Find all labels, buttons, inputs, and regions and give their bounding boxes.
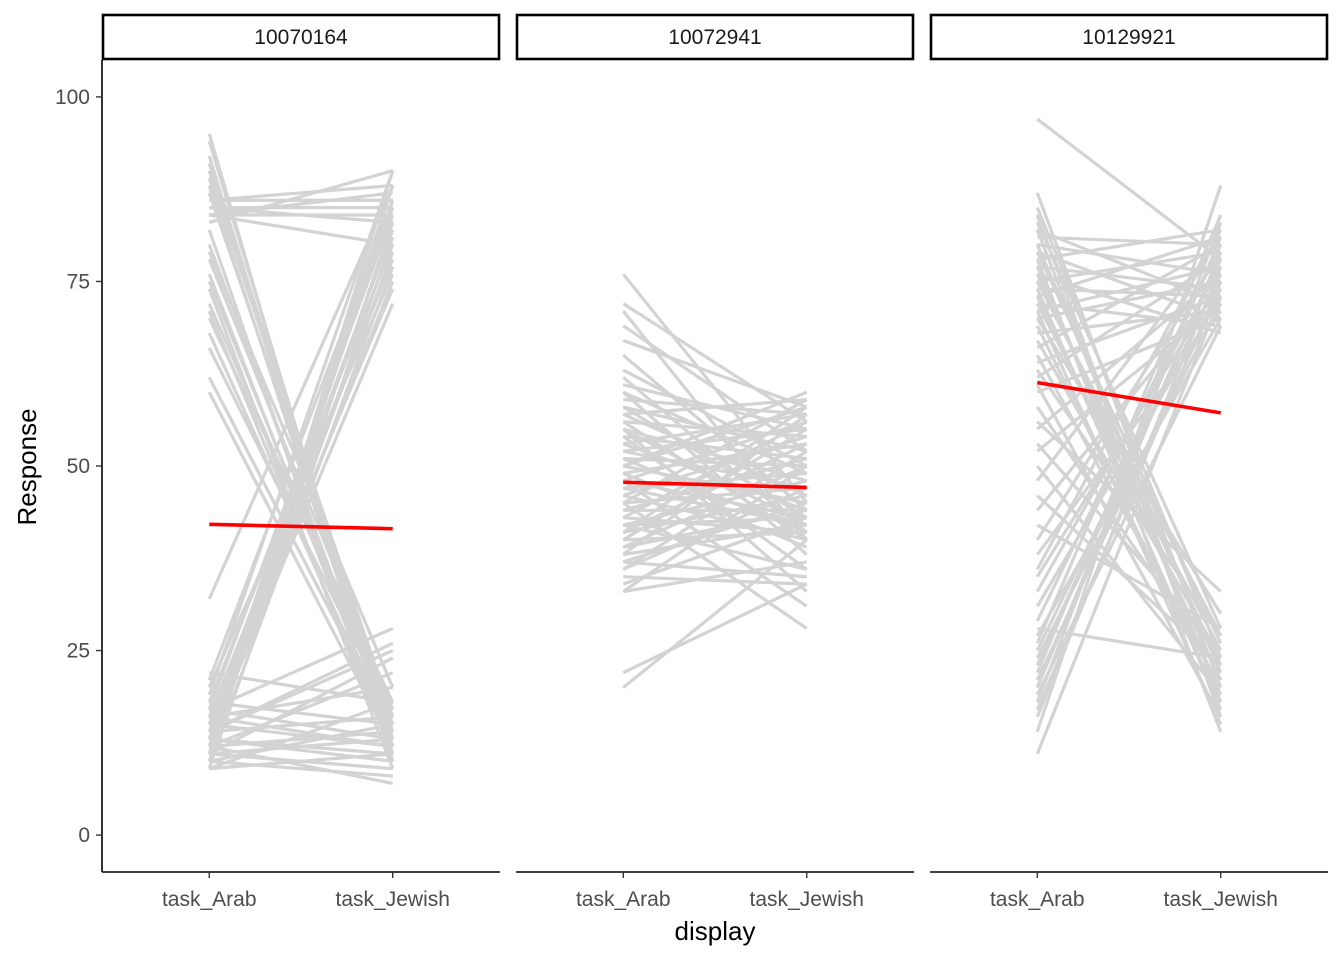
- individual-response-line: [1036, 523, 1222, 630]
- individual-lines: [1035, 117, 1223, 755]
- individual-response-line: [207, 199, 395, 748]
- individual-response-line: [1037, 228, 1221, 261]
- individual-response-line: [622, 501, 808, 630]
- facet-panel: 10129921 task_Arab task_Jewish: [929, 13, 1329, 911]
- facet-title: 10072941: [668, 26, 761, 49]
- individual-response-line: [209, 752, 393, 771]
- individual-lines: [207, 133, 395, 785]
- individual-response-line: [622, 405, 808, 534]
- individual-response-line: [208, 722, 394, 763]
- individual-response-line: [209, 700, 393, 726]
- individual-response-line: [623, 560, 807, 579]
- individual-response-line: [209, 737, 393, 756]
- individual-response-line: [207, 236, 395, 770]
- individual-response-line: [623, 575, 807, 586]
- individual-response-line: [622, 390, 808, 468]
- individual-response-line: [208, 744, 394, 785]
- facet-strip: [101, 13, 501, 61]
- individual-response-line: [622, 427, 808, 593]
- individual-response-line: [207, 280, 395, 740]
- facet-strip: [515, 13, 915, 61]
- x-tick-label: task_Jewish: [336, 888, 450, 911]
- individual-response-line: [622, 398, 808, 505]
- individual-response-line: [207, 170, 395, 696]
- facet-title: 10070164: [254, 26, 348, 49]
- x-tick-label: task_Jewish: [750, 888, 864, 911]
- y-tick-label: 75: [67, 270, 90, 293]
- individual-response-line: [209, 213, 393, 247]
- individual-response-line: [207, 391, 395, 748]
- y-tick-label: 100: [55, 86, 90, 109]
- individual-response-line: [623, 560, 807, 594]
- individual-response-line: [623, 530, 807, 542]
- individual-response-line: [1035, 184, 1223, 733]
- individual-response-line: [208, 641, 394, 734]
- individual-response-line: [1036, 243, 1222, 350]
- individual-response-line: [1037, 287, 1221, 298]
- individual-response-line: [207, 177, 395, 718]
- individual-response-line: [622, 516, 808, 586]
- y-axis: 0 25 50 75 100: [55, 86, 102, 847]
- individual-response-line: [622, 479, 808, 608]
- individual-response-line: [622, 339, 808, 409]
- x-tick-label: task_Jewish: [1164, 888, 1278, 911]
- facet-strip: [929, 13, 1329, 61]
- individual-response-line: [1035, 369, 1223, 637]
- individual-response-line: [208, 169, 394, 224]
- individual-response-line: [1036, 235, 1222, 298]
- individual-response-line: [209, 708, 393, 741]
- mean-line: [1036, 380, 1222, 415]
- individual-response-line: [209, 759, 393, 778]
- y-tick-label: 0: [78, 824, 90, 847]
- facet-panel: 10072941 task_Arab task_Jewish: [515, 13, 915, 911]
- individual-response-line: [1037, 242, 1221, 276]
- individual-response-line: [1037, 235, 1221, 247]
- facet-panel: 10070164 task_Arab task_Jewish: [101, 13, 501, 911]
- mean-line: [623, 480, 807, 490]
- y-tick-label: 25: [67, 640, 90, 663]
- individual-response-line: [1035, 251, 1223, 689]
- individual-response-line: [1036, 420, 1222, 593]
- x-tick-label: task_Arab: [990, 888, 1085, 911]
- individual-response-line: [1035, 295, 1223, 755]
- facets-layer: 10070164 task_Arab task_Jewish 10072941 task…: [101, 13, 1329, 911]
- individual-response-line: [209, 183, 393, 202]
- x-tick-label: task_Arab: [162, 888, 257, 911]
- individual-response-line: [1035, 325, 1223, 696]
- individual-response-line: [622, 442, 808, 534]
- facet-title: 10129921: [1082, 26, 1175, 49]
- y-axis-title: Response: [12, 408, 42, 525]
- individual-response-line: [208, 656, 394, 756]
- individual-response-line: [622, 523, 808, 571]
- individual-response-line: [208, 626, 394, 712]
- individual-response-line: [623, 457, 807, 468]
- y-tick-label: 50: [67, 455, 90, 478]
- x-axis-title: display: [675, 916, 756, 946]
- individual-lines: [622, 273, 808, 689]
- individual-response-line: [209, 206, 393, 224]
- individual-response-line: [622, 582, 808, 675]
- individual-response-line: [622, 501, 808, 564]
- individual-response-line: [209, 685, 393, 719]
- individual-response-line: [1036, 494, 1222, 667]
- mean-line: [209, 522, 393, 531]
- individual-response-line: [1036, 442, 1222, 652]
- individual-response-line: [209, 722, 393, 749]
- x-tick-label: task_Arab: [576, 888, 671, 911]
- individual-response-line: [623, 397, 807, 416]
- individual-response-line: [1035, 214, 1223, 644]
- individual-response-line: [208, 671, 394, 748]
- individual-response-line: [207, 347, 395, 718]
